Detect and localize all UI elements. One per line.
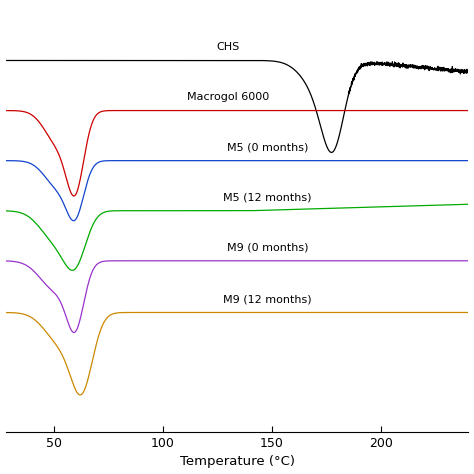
X-axis label: Temperature (°C): Temperature (°C) [180,456,294,468]
Text: CHS: CHS [217,42,240,53]
Text: M9 (0 months): M9 (0 months) [227,243,308,253]
Text: Macrogol 6000: Macrogol 6000 [187,92,269,102]
Text: M5 (12 months): M5 (12 months) [223,192,312,203]
Text: M5 (0 months): M5 (0 months) [227,143,308,153]
Text: M9 (12 months): M9 (12 months) [223,294,312,304]
